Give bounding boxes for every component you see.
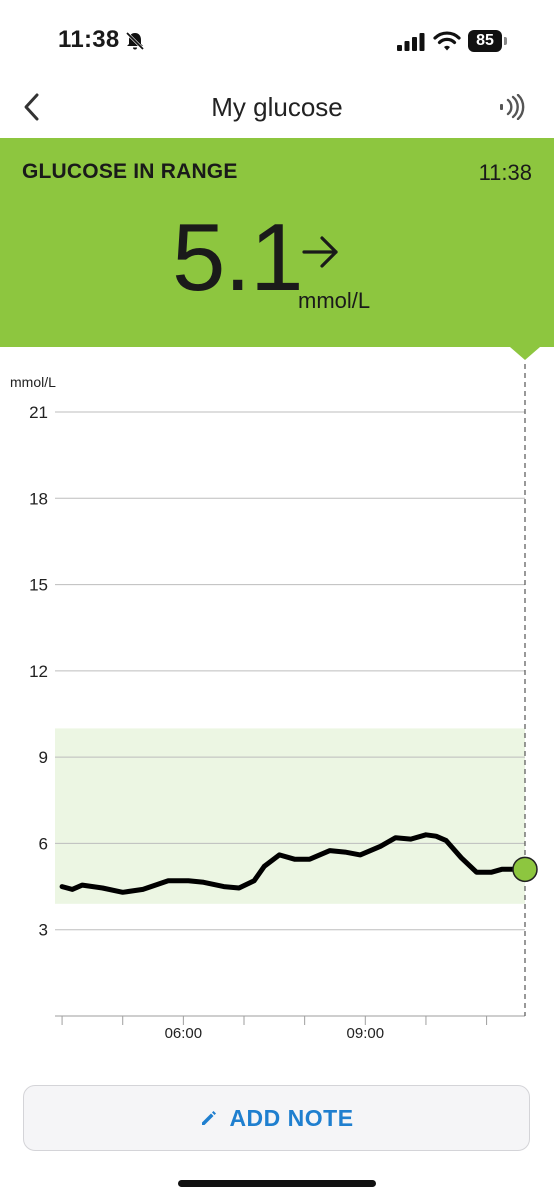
back-chevron-icon[interactable]: [20, 92, 44, 122]
y-tick-label: 3: [39, 921, 48, 940]
y-tick-label: 18: [29, 489, 48, 508]
x-tick-label: 09:00: [347, 1025, 385, 1042]
status-time: 11:38: [58, 26, 120, 53]
add-note-button[interactable]: ADD NOTE: [23, 1085, 530, 1151]
battery-tip: [504, 37, 507, 45]
y-tick-label: 21: [29, 403, 48, 422]
trend-arrow-right-icon: [302, 236, 338, 268]
status-bar: 11:38 85: [0, 0, 554, 80]
glucose-status-label: GLUCOSE IN RANGE: [22, 160, 238, 183]
glucose-value: 5.1: [172, 204, 303, 311]
x-tick-label: 06:00: [165, 1025, 203, 1042]
current-reading-point: [512, 856, 538, 883]
wifi-icon: [433, 31, 461, 51]
cellular-signal-icon: [397, 33, 425, 51]
y-axis-unit-label: mmol/L: [10, 374, 56, 390]
bell-muted-icon: [125, 31, 145, 51]
sensor-scan-icon[interactable]: [498, 94, 528, 120]
battery-indicator: 85: [468, 30, 508, 52]
y-tick-label: 9: [39, 748, 48, 767]
navigation-bar: My glucose: [0, 80, 554, 138]
y-tick-label: 12: [29, 662, 48, 681]
glucose-chart: mmol/L 21 18 15 12 9 6 3 06:00 09:00: [10, 360, 538, 1042]
target-range-band: [55, 728, 525, 904]
glucose-unit: mmol/L: [298, 288, 371, 313]
glucose-line: [59, 832, 528, 895]
glucose-banner: GLUCOSE IN RANGE 11:38 5.1 mmol/L: [0, 138, 554, 347]
page-title: My glucose: [211, 92, 343, 122]
pencil-icon: [202, 1111, 217, 1125]
y-tick-label: 15: [29, 576, 48, 595]
home-indicator: [178, 1180, 376, 1187]
add-note-label: ADD NOTE: [229, 1104, 354, 1131]
reading-time: 11:38: [478, 160, 532, 185]
y-tick-label: 6: [39, 834, 48, 853]
battery-percent: 85: [468, 30, 502, 52]
banner-pointer: [510, 347, 540, 360]
